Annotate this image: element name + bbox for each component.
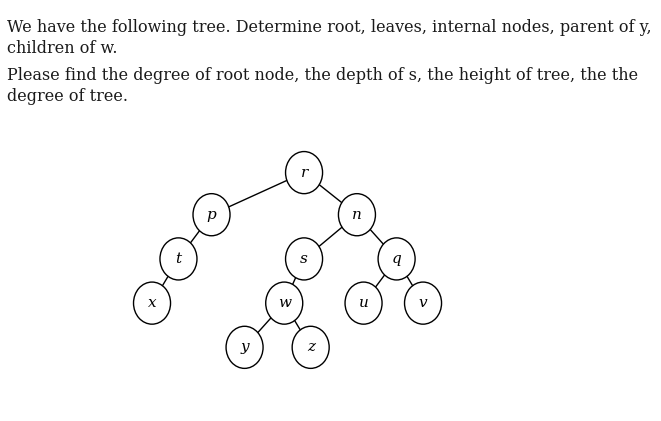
- Text: children of w.: children of w.: [7, 40, 117, 57]
- Text: We have the following tree. Determine root, leaves, internal nodes, parent of y,: We have the following tree. Determine ro…: [7, 19, 651, 36]
- Text: z: z: [307, 340, 315, 354]
- Text: p: p: [207, 208, 216, 222]
- Text: t: t: [175, 252, 182, 266]
- Text: r: r: [301, 165, 307, 180]
- Text: w: w: [278, 296, 291, 310]
- Ellipse shape: [226, 326, 263, 368]
- Text: y: y: [240, 340, 249, 354]
- Ellipse shape: [292, 326, 329, 368]
- Text: degree of tree.: degree of tree.: [7, 88, 128, 105]
- Text: x: x: [147, 296, 157, 310]
- Ellipse shape: [378, 238, 415, 280]
- Text: v: v: [418, 296, 428, 310]
- Text: q: q: [392, 252, 401, 266]
- Ellipse shape: [345, 282, 382, 324]
- Ellipse shape: [134, 282, 171, 324]
- Text: s: s: [300, 252, 308, 266]
- Ellipse shape: [286, 152, 323, 194]
- Text: u: u: [359, 296, 368, 310]
- Ellipse shape: [193, 194, 230, 236]
- Ellipse shape: [338, 194, 375, 236]
- Ellipse shape: [160, 238, 197, 280]
- Ellipse shape: [405, 282, 442, 324]
- Ellipse shape: [286, 238, 323, 280]
- Ellipse shape: [266, 282, 303, 324]
- Text: Please find the degree of root node, the depth of s, the height of tree, the the: Please find the degree of root node, the…: [7, 67, 638, 84]
- Text: n: n: [352, 208, 362, 222]
